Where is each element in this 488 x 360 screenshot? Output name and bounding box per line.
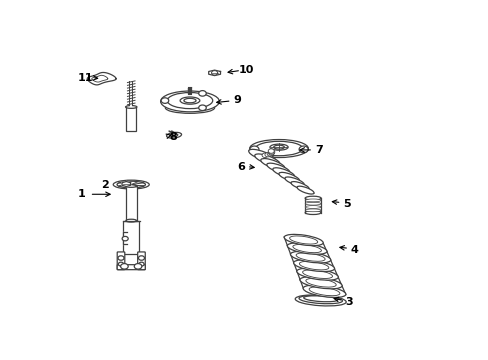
FancyBboxPatch shape xyxy=(126,107,136,131)
Text: 1: 1 xyxy=(78,189,86,199)
Circle shape xyxy=(266,152,273,156)
Ellipse shape xyxy=(290,251,330,263)
Circle shape xyxy=(299,146,307,153)
Ellipse shape xyxy=(305,209,321,212)
Text: 2: 2 xyxy=(101,180,108,190)
FancyBboxPatch shape xyxy=(117,265,145,270)
Ellipse shape xyxy=(117,181,145,188)
Ellipse shape xyxy=(113,180,149,189)
Ellipse shape xyxy=(170,134,178,137)
FancyBboxPatch shape xyxy=(126,186,136,221)
Ellipse shape xyxy=(180,97,200,104)
Circle shape xyxy=(161,98,168,103)
Ellipse shape xyxy=(302,270,332,279)
Ellipse shape xyxy=(298,296,342,304)
Text: 11: 11 xyxy=(78,73,93,83)
Ellipse shape xyxy=(305,211,321,215)
Ellipse shape xyxy=(266,163,289,174)
Ellipse shape xyxy=(308,287,339,296)
Polygon shape xyxy=(122,181,130,186)
Circle shape xyxy=(138,256,144,260)
Polygon shape xyxy=(87,72,116,85)
Circle shape xyxy=(198,105,206,111)
Ellipse shape xyxy=(305,199,321,202)
Ellipse shape xyxy=(160,91,219,112)
Ellipse shape xyxy=(285,177,304,186)
Ellipse shape xyxy=(165,102,214,113)
Circle shape xyxy=(118,256,124,260)
Ellipse shape xyxy=(272,168,294,178)
Ellipse shape xyxy=(126,185,136,187)
Ellipse shape xyxy=(289,236,317,244)
FancyBboxPatch shape xyxy=(123,221,139,254)
Ellipse shape xyxy=(183,98,196,103)
Circle shape xyxy=(122,237,128,241)
Ellipse shape xyxy=(125,105,137,108)
Circle shape xyxy=(139,262,144,266)
Ellipse shape xyxy=(273,145,284,149)
Text: 5: 5 xyxy=(343,199,350,209)
Ellipse shape xyxy=(249,140,308,158)
Ellipse shape xyxy=(296,186,313,194)
Ellipse shape xyxy=(292,244,321,253)
Ellipse shape xyxy=(260,158,285,170)
Ellipse shape xyxy=(299,261,328,270)
Polygon shape xyxy=(208,70,220,76)
Ellipse shape xyxy=(296,268,338,280)
Ellipse shape xyxy=(305,202,321,205)
FancyBboxPatch shape xyxy=(138,252,145,270)
Circle shape xyxy=(262,153,267,157)
Ellipse shape xyxy=(255,141,302,156)
FancyBboxPatch shape xyxy=(117,252,124,270)
Text: 8: 8 xyxy=(169,132,177,143)
Ellipse shape xyxy=(305,206,321,208)
Ellipse shape xyxy=(269,144,287,150)
Circle shape xyxy=(211,71,217,75)
Circle shape xyxy=(268,151,274,155)
Ellipse shape xyxy=(290,181,308,190)
Ellipse shape xyxy=(126,219,136,222)
Ellipse shape xyxy=(296,253,325,261)
Polygon shape xyxy=(122,232,127,244)
Ellipse shape xyxy=(295,295,346,306)
Circle shape xyxy=(118,262,123,266)
Text: 7: 7 xyxy=(314,145,322,155)
Ellipse shape xyxy=(248,149,275,162)
Ellipse shape xyxy=(287,243,326,254)
Ellipse shape xyxy=(299,277,342,289)
Ellipse shape xyxy=(293,260,334,271)
Circle shape xyxy=(121,264,128,269)
Text: 6: 6 xyxy=(237,162,244,172)
Text: 4: 4 xyxy=(350,245,358,255)
Circle shape xyxy=(268,150,274,154)
Ellipse shape xyxy=(303,285,345,297)
Ellipse shape xyxy=(305,196,321,200)
Circle shape xyxy=(134,264,142,269)
Ellipse shape xyxy=(305,278,336,287)
Circle shape xyxy=(264,152,270,157)
Text: 10: 10 xyxy=(239,64,254,75)
Ellipse shape xyxy=(278,172,299,182)
Ellipse shape xyxy=(303,296,337,302)
Ellipse shape xyxy=(254,154,280,166)
Text: 3: 3 xyxy=(345,297,352,307)
Ellipse shape xyxy=(166,132,181,138)
Circle shape xyxy=(249,146,259,153)
Ellipse shape xyxy=(284,234,323,246)
Circle shape xyxy=(267,149,274,153)
Circle shape xyxy=(198,91,206,96)
Text: 9: 9 xyxy=(233,95,241,105)
Ellipse shape xyxy=(167,93,212,109)
